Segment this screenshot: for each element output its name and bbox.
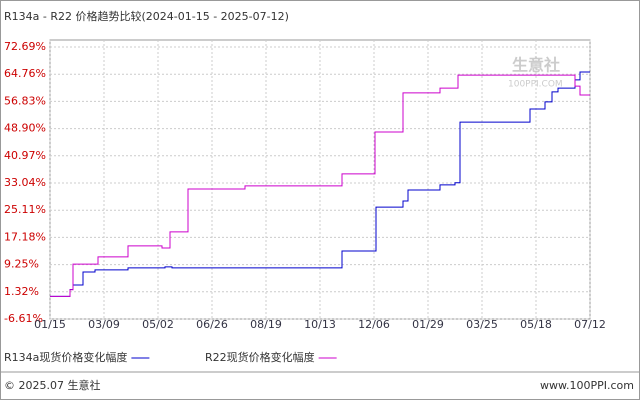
x-tick-label: 06/26: [196, 318, 228, 331]
y-tick-label: 9.25%: [4, 258, 39, 271]
legend-label: R22现货价格变化幅度: [205, 350, 315, 364]
y-tick-label: 40.97%: [4, 149, 46, 162]
x-tick-label: 05/18: [520, 318, 552, 331]
footer-right: www.100PPI.com: [540, 379, 634, 392]
x-tick-label: 01/29: [412, 318, 444, 331]
y-tick-label: 1.32%: [4, 285, 39, 298]
y-tick-label: 33.04%: [4, 176, 46, 189]
y-tick-label: 64.76%: [4, 67, 46, 80]
y-tick-label: 25.11%: [4, 203, 46, 216]
x-tick-label: 12/06: [358, 318, 390, 331]
x-tick-label: 05/02: [142, 318, 174, 331]
x-tick-label: 03/09: [88, 318, 120, 331]
series-line: [50, 74, 590, 297]
y-tick-label: -6.61%: [4, 312, 43, 325]
watermark-sub: 100PPI.COM: [508, 80, 563, 90]
footer-left: © 2025.07 生意社: [4, 378, 100, 392]
legend-label: R134a现货价格变化幅度: [4, 350, 127, 364]
y-tick-label: 72.69%: [4, 40, 46, 53]
x-tick-label: 08/19: [250, 318, 282, 331]
x-tick-label: 01/15: [34, 318, 66, 331]
y-tick-label: 17.18%: [4, 230, 46, 243]
x-tick-label: 07/12: [574, 318, 606, 331]
x-tick-label: 03/25: [466, 318, 498, 331]
y-tick-label: 48.90%: [4, 122, 46, 135]
x-tick-label: 10/13: [304, 318, 336, 331]
chart-title: R134a - R22 价格趋势比较(2024-01-15 - 2025-07-…: [4, 9, 289, 23]
y-tick-label: 56.83%: [4, 94, 46, 107]
series-line: [50, 71, 590, 297]
